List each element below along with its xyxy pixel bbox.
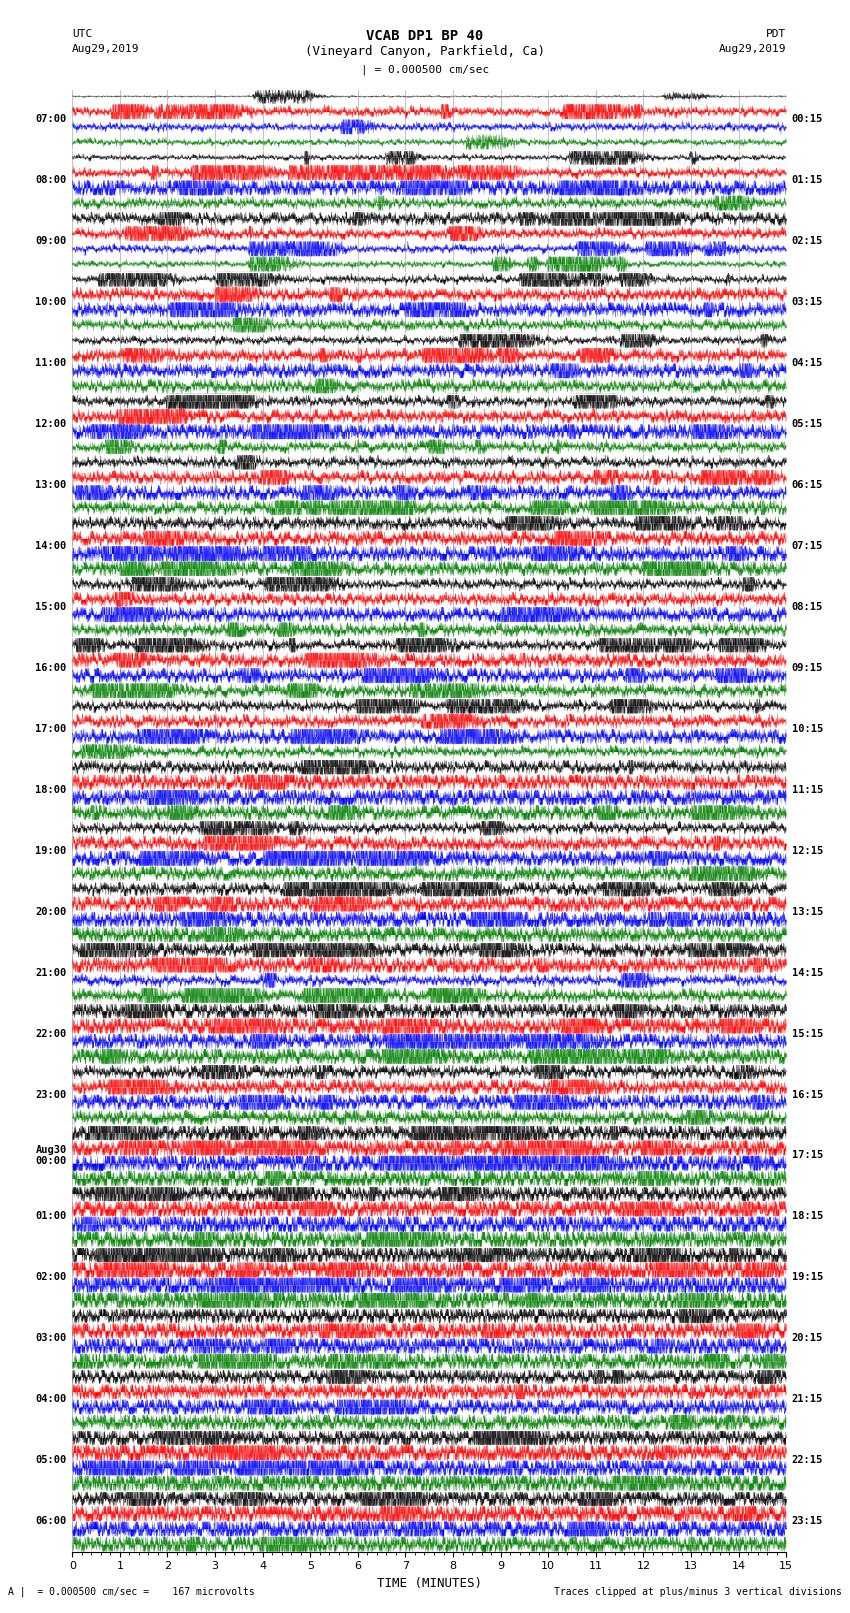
Text: Aug30
00:00: Aug30 00:00	[36, 1145, 66, 1166]
Text: 02:00: 02:00	[36, 1273, 66, 1282]
Text: 04:00: 04:00	[36, 1394, 66, 1405]
Text: 16:00: 16:00	[36, 663, 66, 673]
Text: VCAB DP1 BP 40: VCAB DP1 BP 40	[366, 29, 484, 44]
Text: 21:00: 21:00	[36, 968, 66, 977]
Text: | = 0.000500 cm/sec: | = 0.000500 cm/sec	[361, 65, 489, 76]
Text: 19:15: 19:15	[792, 1273, 823, 1282]
Text: 06:00: 06:00	[36, 1516, 66, 1526]
Text: (Vineyard Canyon, Parkfield, Ca): (Vineyard Canyon, Parkfield, Ca)	[305, 45, 545, 58]
Text: 21:15: 21:15	[792, 1394, 823, 1405]
Text: 11:15: 11:15	[792, 786, 823, 795]
Text: 05:00: 05:00	[36, 1455, 66, 1465]
Text: 13:15: 13:15	[792, 907, 823, 916]
Text: 05:15: 05:15	[792, 419, 823, 429]
Text: 18:00: 18:00	[36, 786, 66, 795]
Text: 09:15: 09:15	[792, 663, 823, 673]
Text: 17:00: 17:00	[36, 724, 66, 734]
Text: 15:00: 15:00	[36, 602, 66, 611]
Text: 07:00: 07:00	[36, 115, 66, 124]
X-axis label: TIME (MINUTES): TIME (MINUTES)	[377, 1578, 482, 1590]
Text: 22:15: 22:15	[792, 1455, 823, 1465]
Text: 01:00: 01:00	[36, 1211, 66, 1221]
Text: 14:15: 14:15	[792, 968, 823, 977]
Text: 12:15: 12:15	[792, 845, 823, 855]
Text: 20:15: 20:15	[792, 1334, 823, 1344]
Text: 13:00: 13:00	[36, 481, 66, 490]
Text: 23:00: 23:00	[36, 1089, 66, 1100]
Text: 23:15: 23:15	[792, 1516, 823, 1526]
Text: 07:15: 07:15	[792, 540, 823, 552]
Text: 06:15: 06:15	[792, 481, 823, 490]
Text: A |  = 0.000500 cm/sec =    167 microvolts: A | = 0.000500 cm/sec = 167 microvolts	[8, 1586, 255, 1597]
Text: Aug29,2019: Aug29,2019	[719, 44, 786, 53]
Text: 10:15: 10:15	[792, 724, 823, 734]
Text: 15:15: 15:15	[792, 1029, 823, 1039]
Text: 20:00: 20:00	[36, 907, 66, 916]
Text: 14:00: 14:00	[36, 540, 66, 552]
Text: PDT: PDT	[766, 29, 786, 39]
Text: 02:15: 02:15	[792, 235, 823, 247]
Text: 08:15: 08:15	[792, 602, 823, 611]
Text: 17:15: 17:15	[792, 1150, 823, 1160]
Text: 01:15: 01:15	[792, 176, 823, 185]
Text: 10:00: 10:00	[36, 297, 66, 306]
Text: Traces clipped at plus/minus 3 vertical divisions: Traces clipped at plus/minus 3 vertical …	[553, 1587, 842, 1597]
Text: 11:00: 11:00	[36, 358, 66, 368]
Text: 00:15: 00:15	[792, 115, 823, 124]
Text: 04:15: 04:15	[792, 358, 823, 368]
Text: 08:00: 08:00	[36, 176, 66, 185]
Text: 03:15: 03:15	[792, 297, 823, 306]
Text: UTC: UTC	[72, 29, 93, 39]
Text: Aug29,2019: Aug29,2019	[72, 44, 139, 53]
Text: 03:00: 03:00	[36, 1334, 66, 1344]
Text: 16:15: 16:15	[792, 1089, 823, 1100]
Text: 18:15: 18:15	[792, 1211, 823, 1221]
Text: 22:00: 22:00	[36, 1029, 66, 1039]
Text: 19:00: 19:00	[36, 845, 66, 855]
Text: 12:00: 12:00	[36, 419, 66, 429]
Text: 09:00: 09:00	[36, 235, 66, 247]
